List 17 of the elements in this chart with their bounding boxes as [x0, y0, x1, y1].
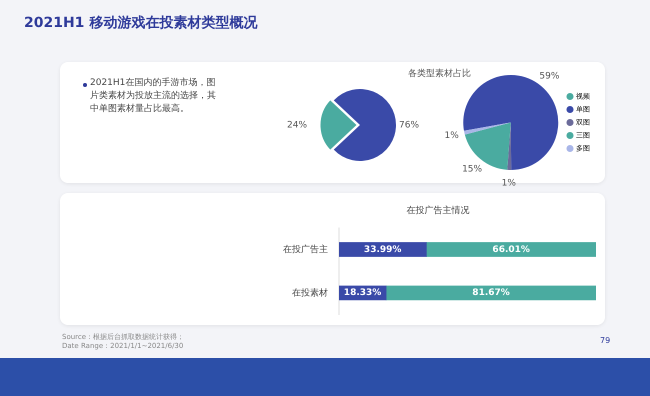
y-tick-label: 在投素材 — [292, 287, 328, 298]
data-label: 1% — [444, 130, 460, 141]
data-label: 24% — [286, 120, 308, 130]
y-tick-label: 在投广告主 — [283, 244, 328, 254]
text: 2021H1 移动游戏在投素材类型概况 — [24, 14, 258, 32]
data-label: 81.67% — [472, 288, 510, 298]
data-label: 76% — [398, 120, 420, 130]
data-label: 1% — [502, 178, 516, 188]
chart-title: 在投广告主情况 — [406, 204, 470, 215]
chart-title: 各类型素材占比 — [408, 68, 471, 80]
data-label: 18.33% — [344, 288, 382, 298]
text: 79 — [600, 336, 610, 345]
data-label: 66.01% — [492, 244, 530, 255]
text: 2021H1在国内的手游市场，图片类素材为投放主流的选择，其中单图素材量占比最高。 — [90, 77, 217, 116]
data-label: 33.99% — [364, 244, 402, 255]
data-label: 15% — [462, 164, 483, 174]
data-label: 59% — [539, 71, 560, 82]
